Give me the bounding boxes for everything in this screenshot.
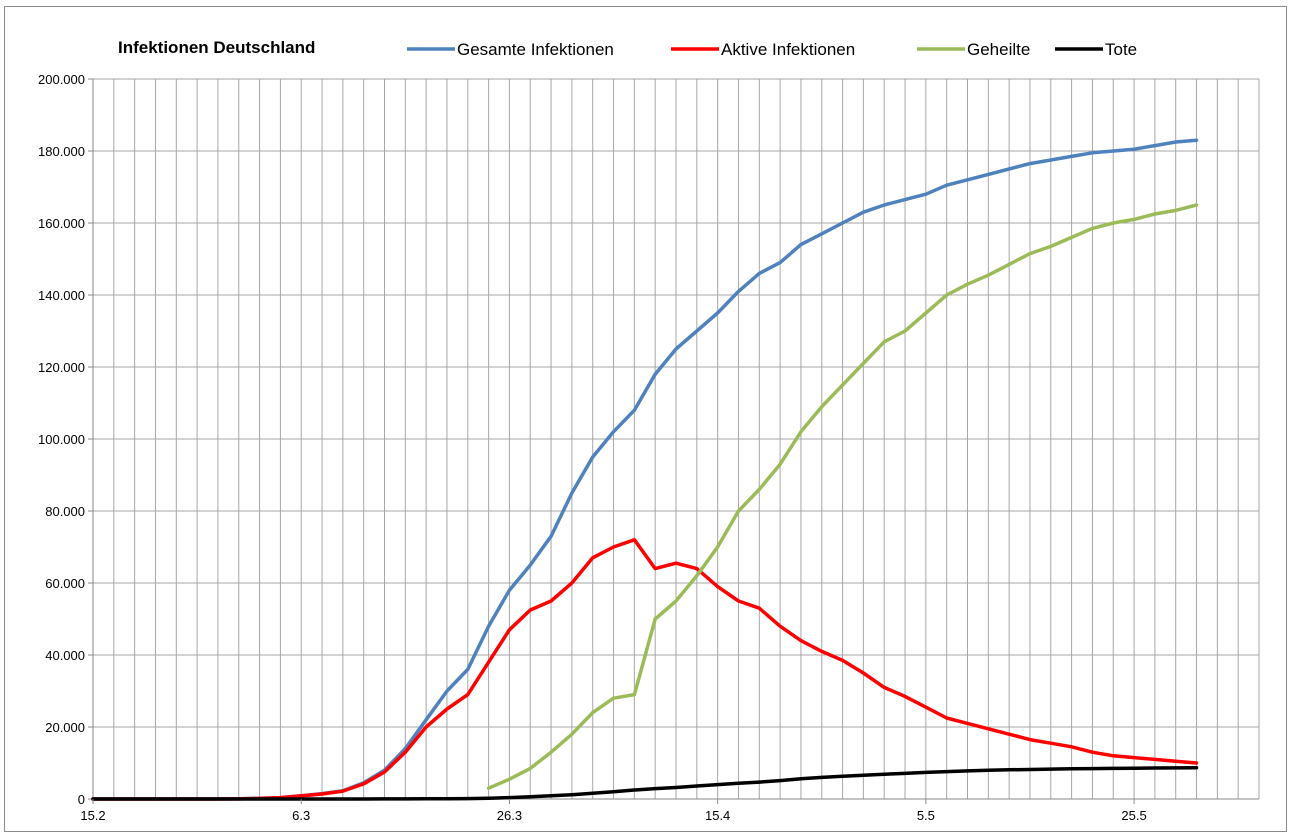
legend-label-geheilte: Geheilte: [967, 40, 1030, 59]
x-tick-label: 15.4: [705, 808, 730, 823]
x-tick-label: 26.3: [497, 808, 522, 823]
series-lines: [91, 138, 1199, 801]
y-tick-label: 0: [78, 792, 85, 807]
y-tick-label: 60.000: [45, 576, 85, 591]
series-line-gesamte-infektionen: [91, 138, 1199, 801]
x-tick-label: 6.3: [292, 808, 310, 823]
y-tick-label: 200.000: [38, 72, 85, 87]
y-axis-tick-labels: 0 20.000 40.000 60.000 80.000 100.000 120.000 1…: [38, 72, 85, 807]
y-tick-label: 180.000: [38, 144, 85, 159]
series-line-tote: [91, 765, 1199, 801]
x-tick-label: 5.5: [917, 808, 935, 823]
legend-label-aktive-infektionen: Aktive Infektionen: [721, 40, 855, 59]
y-tick-label: 80.000: [45, 504, 85, 519]
horizontal-gridlines: [88, 78, 1259, 800]
chart-title: Infektionen Deutschland: [118, 38, 315, 57]
series-line-geheilte: [486, 203, 1199, 790]
y-tick-label: 20.000: [45, 720, 85, 735]
chart-frame: 0 20.000 40.000 60.000 80.000 100.000 120.000 1…: [4, 6, 1287, 832]
legend: Gesamte Infektionen Aktive Infektionen Geh…: [407, 40, 1137, 59]
y-tick-label: 40.000: [45, 648, 85, 663]
x-tick-label: 25.5: [1121, 808, 1146, 823]
x-tick-label: 15.2: [80, 808, 105, 823]
legend-label-gesamte-infektionen: Gesamte Infektionen: [457, 40, 614, 59]
y-tick-label: 160.000: [38, 216, 85, 231]
line-chart: 0 20.000 40.000 60.000 80.000 100.000 120.000 1…: [38, 38, 1260, 823]
x-axis-tick-labels: 15.2 6.3 26.3 15.4 5.5 25.5: [80, 799, 1147, 823]
legend-label-tote: Tote: [1105, 40, 1137, 59]
y-tick-label: 120.000: [38, 360, 85, 375]
y-tick-label: 100.000: [38, 432, 85, 447]
y-tick-label: 140.000: [38, 288, 85, 303]
series-line-aktive-infektionen: [91, 538, 1199, 801]
